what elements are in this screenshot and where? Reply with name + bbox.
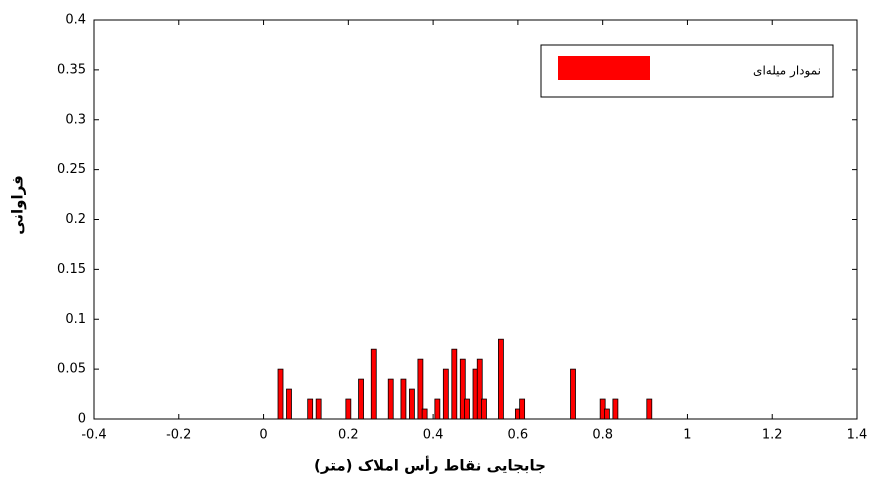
x-tick-label: 0.6 [508,428,529,443]
x-tick-label: -0.2 [166,428,191,443]
x-tick-label: 1 [683,428,691,443]
bar [451,348,458,420]
bar [417,358,424,420]
bar [434,398,441,420]
y-tick-label: 0.05 [57,362,86,377]
bar [464,398,470,420]
bar [646,398,653,420]
y-tick-label: 0.35 [57,62,86,77]
bar [498,338,504,420]
bar [286,388,292,420]
bar [519,398,526,420]
legend-label: نمودار میله‌ای [753,64,821,79]
bar [400,378,407,420]
x-tick-label: 0.8 [592,428,613,443]
x-tick-label: 0.4 [423,428,444,443]
bar [315,398,322,420]
bar [476,358,483,420]
x-tick-label: 1.4 [847,428,868,443]
bar [345,398,352,420]
y-tick-label: 0.3 [65,112,86,127]
bar [612,398,619,420]
y-tick-label: 0 [78,412,86,427]
bar [370,348,377,420]
legend-swatch [558,56,650,80]
x-tick-label: -0.4 [81,428,106,443]
y-tick-label: 0.1 [65,312,86,327]
bar [409,388,415,420]
bar [442,368,449,420]
bar [570,368,576,420]
x-tick-label: 1.2 [762,428,783,443]
y-tick-label: 0.15 [57,262,86,277]
bar [277,368,284,420]
bar [421,408,428,420]
bar [604,408,610,420]
x-tick-label: 0.2 [338,428,359,443]
bar [358,378,364,420]
bar [459,358,466,420]
y-tick-label: 0.25 [57,162,86,177]
y-tick-label: 0.2 [65,212,86,227]
y-tick-label: 0.4 [65,13,86,28]
bar [481,398,487,420]
bar [307,398,314,420]
x-axis-label: جابجایی نقاط رأس املاک (متر) [314,456,546,475]
x-tick-label: 0 [259,428,267,443]
bar [387,378,394,420]
y-axis-label: فراوانی [9,175,27,235]
